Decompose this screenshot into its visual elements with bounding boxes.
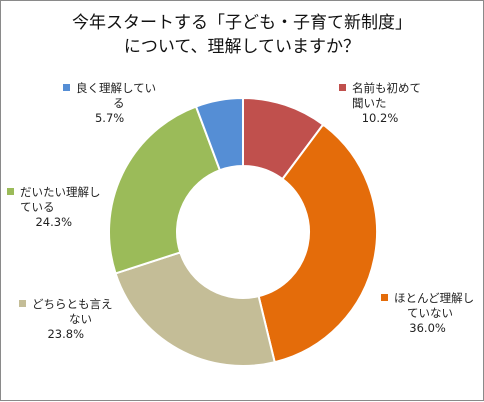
label-slice-2-line-1: どちらとも言え — [32, 297, 113, 311]
label-slice-3: だいたい理解し ている 24.3% — [7, 185, 101, 230]
label-slice-2-line-2: ない — [69, 312, 92, 326]
label-slice-0: 名前も初めて 聞いた 10.2% — [339, 81, 421, 126]
swatch-slice-0 — [339, 84, 346, 91]
label-slice-4-line-2: る — [113, 96, 125, 110]
value-slice-2: 23.8% — [47, 327, 85, 341]
label-slice-0-line-1: 名前も初めて — [352, 81, 421, 95]
label-slice-3-line-1: だいたい理解し — [20, 185, 101, 199]
label-slice-4: 良く理解してい る 5.7% — [63, 81, 156, 126]
value-slice-3: 24.3% — [35, 215, 73, 229]
chart-title-line-2: について、理解していますか？ — [123, 37, 361, 57]
donut-slice-4 — [194, 96, 244, 172]
swatch-slice-1 — [381, 294, 388, 301]
value-slice-0: 10.2% — [361, 111, 399, 125]
swatch-slice-3 — [7, 188, 14, 195]
label-slice-0-line-2: 聞いた — [352, 96, 387, 110]
value-slice-4: 5.7% — [94, 111, 125, 125]
label-slice-3-line-2: ている — [20, 200, 55, 214]
chart-title: 今年スタートする「子ども・子育て新制度」 について、理解していますか？ — [1, 11, 483, 59]
label-slice-1: ほとんど理解し ていない 36.0% — [381, 291, 474, 336]
swatch-slice-4 — [63, 84, 70, 91]
donut-slice-3 — [108, 105, 222, 275]
label-slice-4-line-1: 良く理解してい — [76, 81, 157, 95]
label-slice-1-line-2: ていない — [407, 306, 453, 320]
donut-slice-1 — [257, 123, 378, 364]
label-slice-1-line-1: ほとんど理解し — [394, 291, 475, 305]
swatch-slice-2 — [19, 300, 26, 307]
donut-slice-2 — [114, 251, 276, 367]
label-slice-2: どちらとも言え ない 23.8% — [19, 297, 113, 342]
chart-title-line-1: 今年スタートする「子ども・子育て新制度」 — [72, 13, 412, 33]
value-slice-1: 36.0% — [409, 321, 446, 335]
